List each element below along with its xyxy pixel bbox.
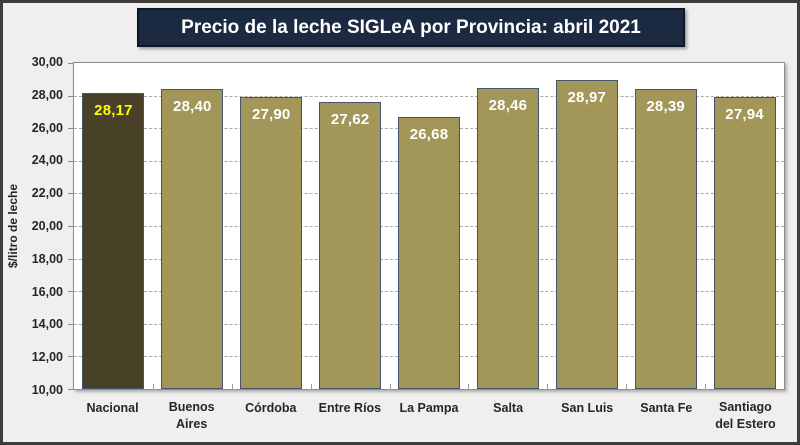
- y-tick-label: 16,00: [31, 284, 63, 299]
- x-axis-labels: Nacional Buenos Aires Córdoba Entre Ríos La …: [73, 399, 785, 433]
- x-axis-label-text: Santiago del Estero: [715, 400, 776, 431]
- bar: 27,94: [713, 96, 776, 389]
- bar-slot: 28,46: [468, 63, 547, 389]
- bar: 28,46: [476, 88, 539, 389]
- category-tick: [231, 384, 233, 390]
- y-tick-label: 18,00: [31, 251, 63, 266]
- x-axis-label-text: Salta: [493, 401, 524, 415]
- bar: 27,62: [319, 101, 382, 389]
- bar-slot: 27,94: [705, 63, 784, 389]
- bar: 26,68: [398, 117, 460, 389]
- y-tick-label: 30,00: [31, 55, 63, 69]
- category-tick: [310, 384, 312, 390]
- bar-value-label: 27,62: [330, 110, 370, 128]
- y-tick-label: 22,00: [31, 186, 63, 201]
- x-axis-label: La Pampa: [389, 399, 468, 433]
- y-tick: [68, 160, 73, 162]
- x-axis-label: Santa Fe: [627, 399, 706, 433]
- category-tick: [547, 384, 549, 390]
- category-tick: [152, 384, 154, 390]
- x-axis-label: San Luis: [548, 399, 627, 433]
- bar: 28,40: [161, 89, 224, 389]
- bar-value-label: 28,39: [646, 98, 685, 116]
- bar: 28,97: [555, 79, 618, 389]
- category-tick: [705, 384, 707, 390]
- y-tick: [68, 323, 73, 325]
- gridline: [74, 95, 784, 97]
- y-tick: [68, 258, 73, 260]
- x-axis-label: Salta: [469, 399, 548, 433]
- y-tick: [68, 95, 73, 97]
- bar-slot: 28,40: [153, 63, 232, 389]
- y-tick-label: 10,00: [31, 383, 63, 397]
- y-tick-label: 26,00: [31, 120, 63, 135]
- bar-value-label: 27,90: [251, 106, 291, 124]
- y-tick: [68, 389, 73, 390]
- bar-slot: 28,17: [74, 63, 153, 389]
- bar-slot: 28,39: [626, 63, 705, 389]
- bar-value-label: 28,97: [567, 88, 607, 106]
- y-tick-labels: 10,00 12,00 14,00 16,00 18,00 20,00 22,00 24,00…: [3, 55, 63, 397]
- y-tick-label: 24,00: [31, 153, 63, 168]
- x-axis-label-text: San Luis: [561, 401, 614, 415]
- bar-slot: 28,97: [547, 63, 626, 389]
- y-tick: [68, 356, 73, 358]
- x-axis-label: Córdoba: [231, 399, 310, 433]
- y-tick-label: 28,00: [31, 87, 63, 102]
- x-axis-label: Entre Ríos: [310, 399, 389, 433]
- y-tick: [68, 128, 73, 130]
- x-axis-label-text: Entre Ríos: [318, 401, 382, 415]
- bar-value-label: 28,40: [173, 98, 212, 116]
- bars: 28,17 28,40 27,90 27,62 26,68 28,46 28,97 28,39…: [74, 63, 784, 389]
- y-tick-label: 14,00: [31, 317, 63, 332]
- bar-slot: 26,68: [390, 63, 469, 389]
- x-axis-label-text: Buenos Aires: [168, 400, 215, 431]
- bar-slot: 27,90: [232, 63, 311, 389]
- bar-value-label: 28,46: [488, 97, 528, 115]
- y-tick: [68, 63, 73, 64]
- x-axis-label: Nacional: [73, 399, 152, 433]
- plot-area: 28,17 28,40 27,90 27,62 26,68 28,46 28,97 28,39…: [68, 62, 785, 390]
- y-tick: [68, 291, 73, 293]
- y-tick-label: 12,00: [31, 350, 63, 365]
- bar: 28,17: [82, 92, 145, 389]
- x-axis-label: Buenos Aires: [152, 399, 231, 433]
- category-tick: [389, 384, 391, 390]
- x-axis-label-text: Nacional: [86, 401, 139, 415]
- x-axis-label: Santiago del Estero: [706, 399, 785, 433]
- bar-value-label: 28,17: [94, 101, 133, 119]
- x-axis-label-text: Córdoba: [245, 401, 297, 415]
- bar-value-label: 27,94: [725, 105, 764, 123]
- x-axis-label-text: La Pampa: [399, 401, 459, 415]
- category-tick: [468, 384, 470, 390]
- category-tick: [626, 384, 628, 390]
- y-tick: [68, 226, 73, 227]
- bar-slot: 27,62: [311, 63, 390, 389]
- y-tick-label: 20,00: [31, 219, 63, 233]
- y-tick: [68, 193, 73, 195]
- bar: 28,39: [634, 89, 697, 389]
- x-axis-label-text: Santa Fe: [640, 401, 693, 415]
- bar-value-label: 26,68: [409, 126, 449, 144]
- chart-title: Precio de la leche SIGLeA por Provincia:…: [137, 8, 685, 47]
- bar: 27,90: [240, 97, 303, 389]
